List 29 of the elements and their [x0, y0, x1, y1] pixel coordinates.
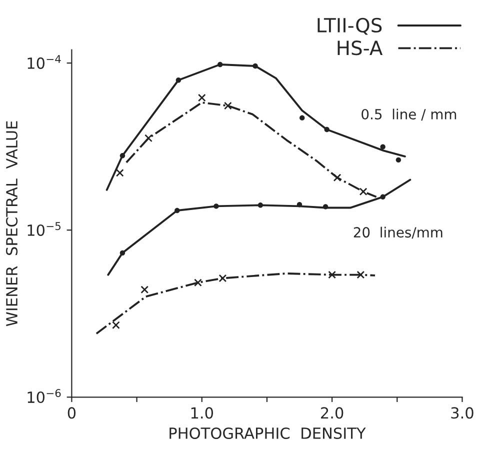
point	[356, 270, 365, 279]
legend-label: HS-A	[338, 40, 383, 56]
point	[198, 94, 206, 102]
y-tick-label: 10$^{−5}$	[28, 222, 60, 236]
y-tick-label: 10$^{−6}$	[28, 389, 61, 404]
x-tick-label: 2.0	[321, 407, 344, 419]
point	[112, 321, 120, 330]
point	[300, 115, 305, 120]
x-tick-label: 1.0	[191, 407, 214, 419]
point	[116, 168, 124, 177]
y-tick-label: 10$^{−4}$	[28, 55, 61, 69]
point	[359, 188, 368, 196]
point	[218, 274, 227, 282]
x-tick-label: 3.0	[451, 407, 474, 419]
point	[380, 144, 386, 150]
point	[194, 278, 202, 287]
line-series	[95, 272, 376, 335]
annotation: 0.5 line / mm	[362, 108, 456, 121]
point	[333, 174, 342, 182]
x-tick-label: 0	[68, 407, 76, 419]
point	[140, 286, 149, 294]
point	[224, 102, 232, 110]
point	[328, 270, 336, 279]
point	[144, 134, 152, 142]
x-axis-title: PHOTOGRAPHIC DENSITY	[170, 427, 366, 440]
point	[396, 157, 402, 163]
legend-label: LTII-QS	[318, 18, 382, 35]
annotation: 20 lines/mm	[354, 226, 442, 239]
y-axis-title: WIENER SPECTRAL VALUE	[6, 121, 18, 326]
